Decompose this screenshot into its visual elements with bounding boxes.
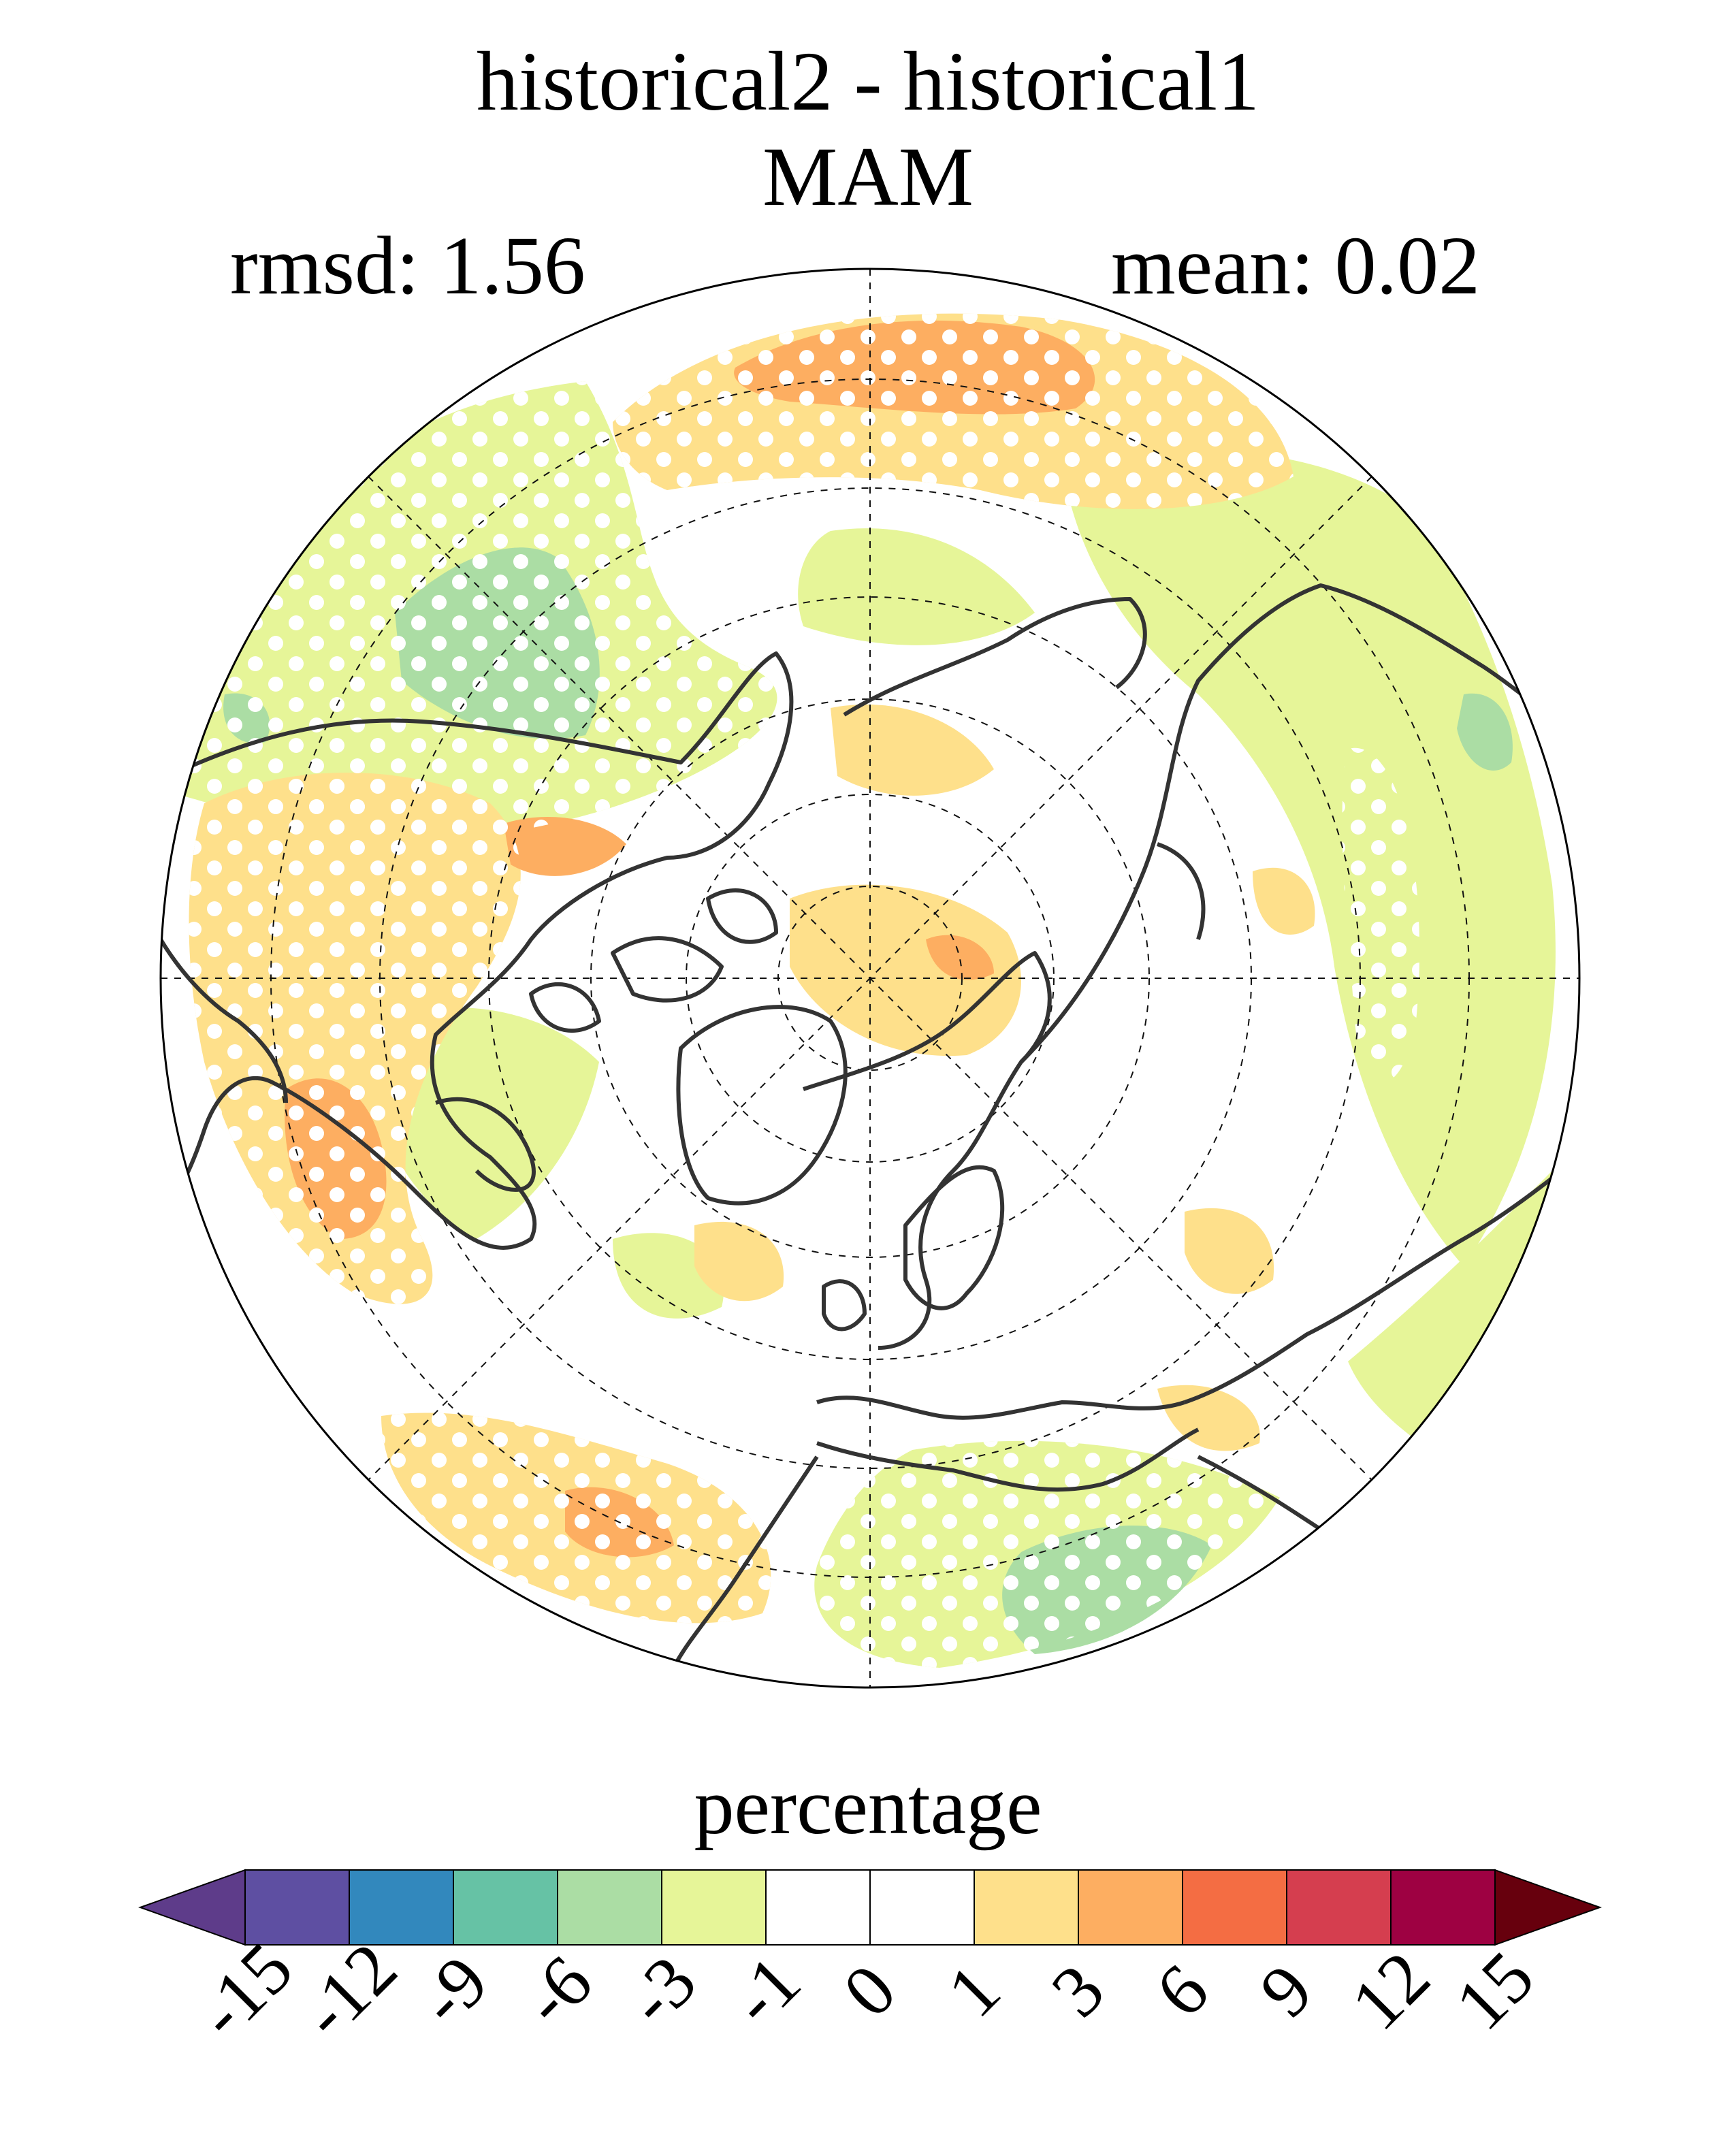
colorbar-box: [1078, 1869, 1183, 1946]
colorbar-box: [661, 1869, 767, 1946]
colorbar-box: [557, 1869, 662, 1946]
colorbar-tick-label: 0: [828, 1949, 911, 2032]
colorbar-tick-label: -6: [507, 1941, 608, 2042]
colorbar-box: [869, 1869, 975, 1946]
colorbar-tick-label: -3: [611, 1941, 712, 2042]
colorbar-box: [765, 1869, 871, 1946]
rmsd-label: rmsd: 1.56: [230, 220, 585, 312]
colorbar-box: [974, 1869, 1079, 1946]
colorbar-box: [1182, 1869, 1287, 1946]
plot-title: historical2 - historical1: [476, 35, 1260, 128]
colorbar-box: [1390, 1869, 1496, 1946]
colorbar-tick-label: -12: [286, 1928, 413, 2054]
colorbar-box: [244, 1869, 350, 1946]
coastlines: [161, 583, 1579, 1683]
graticule: [161, 269, 1579, 1688]
colorbar-tick-label: 3: [1036, 1949, 1119, 2032]
colorbar-tick-label: 1: [932, 1949, 1015, 2032]
colorbar-tick-label: 9: [1244, 1949, 1328, 2032]
colorbar-tick-label: -15: [182, 1928, 308, 2054]
colorbar-box: [1286, 1869, 1392, 1946]
season-label: MAM: [762, 130, 974, 223]
colorbar-tick-label: -1: [716, 1941, 816, 2042]
colorbar-over-triangle: [1494, 1869, 1602, 1946]
stippling: [161, 313, 1420, 1668]
mean-label: mean: 0.02: [1111, 220, 1481, 312]
map-border: [159, 268, 1581, 1689]
colorbar-box: [349, 1869, 454, 1946]
colorbar-tick-label: -9: [403, 1941, 504, 2042]
colorbar-tick-label: 15: [1440, 1936, 1549, 2046]
colorbar-tick-label: 12: [1336, 1936, 1445, 2046]
colorbar-box: [453, 1869, 558, 1946]
colorbar-label: percentage: [694, 1762, 1042, 1851]
map-disc: [161, 269, 1579, 1688]
colorbar-tick-label: 6: [1140, 1949, 1223, 2032]
colorbar-under-triangle: [138, 1869, 246, 1946]
